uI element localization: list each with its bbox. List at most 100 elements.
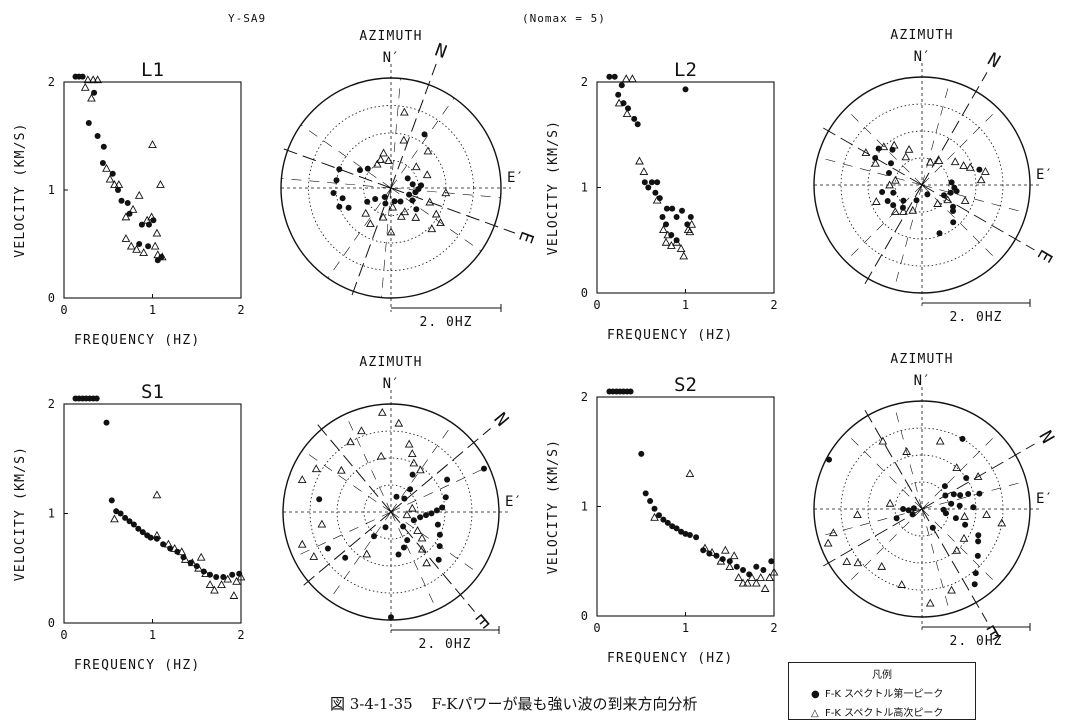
azimuth-polar-chart: AZIMUTH N′ E′ N E 2. 0HZ <box>280 29 538 330</box>
x-tick-label: 2 <box>770 298 777 312</box>
sector-line <box>845 108 923 186</box>
data-point-higher-peak <box>394 418 404 427</box>
data-point-first-peak <box>645 184 652 191</box>
y-axis-label: VELOCITY (KM/S) <box>546 120 561 255</box>
label-n: N <box>984 49 1004 73</box>
data-point-first-peak <box>364 198 371 205</box>
data-point-first-peak <box>668 232 675 238</box>
data-point-first-peak <box>963 475 970 481</box>
data-point-higher-peak <box>756 573 766 582</box>
data-point-higher-peak <box>409 458 419 467</box>
data-point-higher-peak <box>935 436 945 445</box>
data-point-first-peak <box>145 243 152 250</box>
x-axis-label: FREQUENCY (HZ) <box>74 333 200 348</box>
data-point-first-peak <box>970 504 977 511</box>
data-point-higher-peak <box>965 162 975 171</box>
data-point-first-peak <box>333 177 340 184</box>
data-point-higher-peak <box>861 148 871 156</box>
label-n: N <box>432 40 449 63</box>
azimuth-title: AZIMUTH <box>359 355 422 370</box>
data-point-first-peak <box>959 435 966 442</box>
data-point-higher-peak <box>152 490 162 499</box>
data-point-first-peak <box>941 192 947 199</box>
data-point-first-peak <box>615 91 622 98</box>
label-e-prime: E′ <box>1036 491 1053 507</box>
data-point-higher-peak <box>925 598 935 607</box>
data-point-higher-peak <box>150 241 160 250</box>
chart-title: L2 <box>674 59 697 81</box>
data-point-first-peak <box>79 73 86 80</box>
rotated-axis <box>390 63 437 189</box>
data-point-higher-peak <box>890 207 900 216</box>
y-axis-label: VELOCITY (KM/S) <box>546 439 561 574</box>
data-point-first-peak <box>941 483 948 490</box>
data-point-first-peak <box>435 556 442 563</box>
data-point-higher-peak <box>904 144 914 153</box>
data-point-first-peak <box>673 214 680 220</box>
legend-item-label: F-K スペクトル高次ピーク <box>825 708 944 719</box>
y-tick-label: 0 <box>48 291 55 305</box>
data-point-first-peak <box>663 221 669 228</box>
data-point-higher-peak <box>309 552 319 560</box>
data-point-higher-peak <box>413 526 422 534</box>
data-point-first-peak <box>401 495 408 502</box>
data-point-first-peak <box>740 567 746 573</box>
data-point-first-peak <box>826 456 832 463</box>
data-point-higher-peak <box>379 148 388 157</box>
rotated-axis <box>390 428 491 513</box>
chart-title: S2 <box>674 374 697 396</box>
data-point-first-peak <box>753 563 760 570</box>
sector-line <box>921 108 999 186</box>
data-point-higher-peak <box>823 538 833 547</box>
data-point-first-peak <box>108 497 115 504</box>
data-point-first-peak <box>669 205 676 212</box>
data-point-first-peak <box>950 219 957 226</box>
data-point-higher-peak <box>407 449 417 457</box>
data-point-first-peak <box>139 529 146 536</box>
sector-line <box>390 78 401 189</box>
label-e: E <box>1033 246 1057 266</box>
data-point-higher-peak <box>683 225 693 234</box>
data-point-higher-peak <box>950 157 960 166</box>
data-point-higher-peak <box>372 159 382 168</box>
data-point-first-peak <box>686 532 693 538</box>
label-n-prime: N′ <box>383 50 400 66</box>
label-n-prime: N′ <box>383 376 400 392</box>
filled-circle-icon: ● <box>811 689 820 700</box>
data-point-higher-peak <box>232 576 241 585</box>
data-point-first-peak <box>660 516 667 523</box>
data-point-first-peak <box>663 205 670 212</box>
x-tick-label: 0 <box>60 303 67 317</box>
data-point-higher-peak <box>959 533 969 542</box>
data-point-higher-peak <box>297 539 307 548</box>
data-point-higher-peak <box>376 451 386 460</box>
y-tick-label: 0 <box>581 286 588 300</box>
data-point-higher-peak <box>147 212 156 221</box>
sector-line <box>893 404 923 510</box>
label-n-prime: N′ <box>914 373 931 389</box>
data-point-higher-peak <box>402 510 412 519</box>
data-point-higher-peak <box>377 407 387 416</box>
data-point-first-peak <box>948 179 955 186</box>
data-point-higher-peak <box>614 98 624 107</box>
data-point-first-peak <box>391 198 398 205</box>
data-point-higher-peak <box>676 244 686 253</box>
data-point-first-peak <box>229 571 236 578</box>
data-point-first-peak <box>700 547 707 554</box>
data-point-first-peak <box>404 175 411 182</box>
data-point-first-peak <box>872 155 879 161</box>
data-point-first-peak <box>400 544 407 551</box>
data-point-first-peak <box>103 419 110 426</box>
y-tick-label: 1 <box>581 500 588 514</box>
data-point-higher-peak <box>934 156 944 165</box>
data-point-higher-peak <box>897 580 907 588</box>
data-point-first-peak <box>606 73 613 80</box>
data-point-first-peak <box>913 197 920 204</box>
sector-line <box>921 508 999 586</box>
y-tick-label: 0 <box>48 616 55 630</box>
data-point-higher-peak <box>422 170 432 179</box>
data-point-higher-peak <box>366 219 375 228</box>
sector-line <box>300 124 392 189</box>
plot-frame <box>63 81 242 299</box>
